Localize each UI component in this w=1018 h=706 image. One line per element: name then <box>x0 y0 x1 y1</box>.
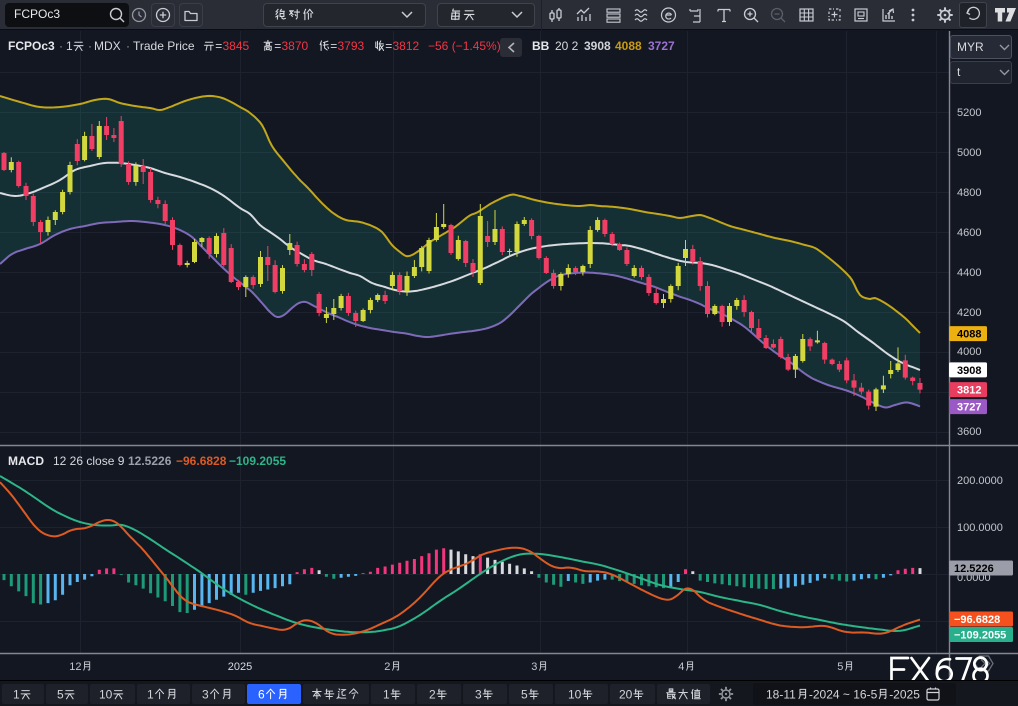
svg-text:FCPOc3: FCPOc3 <box>8 39 55 53</box>
svg-text:3: 3 <box>475 688 482 701</box>
svg-text:3600: 3600 <box>957 426 981 438</box>
svg-text:12 26 close 9: 12 26 close 9 <box>53 454 125 468</box>
svg-text:5: 5 <box>57 688 64 701</box>
svg-text:12.5226: 12.5226 <box>954 563 994 575</box>
svg-text:·: · <box>88 39 92 53</box>
svg-text:-2024 ~ 16-5: -2024 ~ 16-5 <box>809 688 878 701</box>
svg-text:3: 3 <box>202 688 209 701</box>
svg-text:200.0000: 200.0000 <box>957 475 1003 487</box>
svg-text:4: 4 <box>678 661 684 673</box>
svg-text:=: = <box>274 39 281 53</box>
svg-text:Trade Price: Trade Price <box>133 39 195 53</box>
svg-text:100.0000: 100.0000 <box>957 522 1003 534</box>
svg-text:4800: 4800 <box>957 187 981 199</box>
svg-text:−109.2055: −109.2055 <box>954 630 1006 642</box>
svg-text:4088: 4088 <box>957 329 981 341</box>
svg-text:4600: 4600 <box>957 227 981 239</box>
svg-text:4200: 4200 <box>957 307 981 319</box>
svg-text:18-11: 18-11 <box>766 688 796 701</box>
svg-text:12: 12 <box>69 661 81 673</box>
svg-text:2: 2 <box>384 661 390 673</box>
svg-text:3870: 3870 <box>282 39 309 53</box>
svg-text:MACD: MACD <box>8 454 44 468</box>
svg-text:=: = <box>385 39 392 53</box>
svg-text:·: · <box>59 39 63 53</box>
svg-text:3793: 3793 <box>338 39 365 53</box>
svg-text:20: 20 <box>619 688 633 701</box>
svg-text:3845: 3845 <box>223 39 250 53</box>
svg-text:1: 1 <box>147 688 154 701</box>
svg-text:−109.2055: −109.2055 <box>229 454 286 468</box>
svg-text:1: 1 <box>66 39 73 53</box>
svg-text:3812: 3812 <box>393 39 420 53</box>
svg-text:3812: 3812 <box>957 385 981 397</box>
svg-text:2025: 2025 <box>228 661 252 673</box>
svg-text:2: 2 <box>429 688 436 701</box>
svg-text:5: 5 <box>837 661 843 673</box>
svg-text:3727: 3727 <box>648 39 675 53</box>
svg-text:=: = <box>330 39 337 53</box>
svg-text:4088: 4088 <box>615 39 642 53</box>
svg-text:5200: 5200 <box>957 107 981 119</box>
svg-text:·: · <box>126 39 130 53</box>
svg-text:BB: BB <box>532 39 550 53</box>
svg-text:MYR: MYR <box>957 40 984 54</box>
svg-text:1: 1 <box>383 688 390 701</box>
svg-text:−96.6828: −96.6828 <box>954 614 1000 626</box>
svg-text:10: 10 <box>99 688 113 701</box>
svg-text:3: 3 <box>531 661 537 673</box>
svg-text:4400: 4400 <box>957 267 981 279</box>
svg-text:5: 5 <box>521 688 528 701</box>
svg-text:-2025: -2025 <box>889 688 920 701</box>
svg-text:1: 1 <box>13 688 20 701</box>
svg-text:MDX: MDX <box>94 39 121 53</box>
svg-text:20 2: 20 2 <box>555 39 579 53</box>
svg-text:−56 (−1.45%): −56 (−1.45%) <box>428 39 501 53</box>
svg-text:3908: 3908 <box>584 39 611 53</box>
svg-text:=: = <box>215 39 222 53</box>
svg-text:6: 6 <box>258 688 265 701</box>
svg-text:12.5226: 12.5226 <box>128 454 172 468</box>
svg-text:4000: 4000 <box>957 346 981 358</box>
svg-text:3727: 3727 <box>957 402 981 414</box>
svg-text:3908: 3908 <box>957 365 981 377</box>
svg-text:t: t <box>957 65 961 79</box>
svg-text:5000: 5000 <box>957 147 981 159</box>
svg-text:−96.6828: −96.6828 <box>176 454 227 468</box>
svg-text:10: 10 <box>568 688 582 701</box>
